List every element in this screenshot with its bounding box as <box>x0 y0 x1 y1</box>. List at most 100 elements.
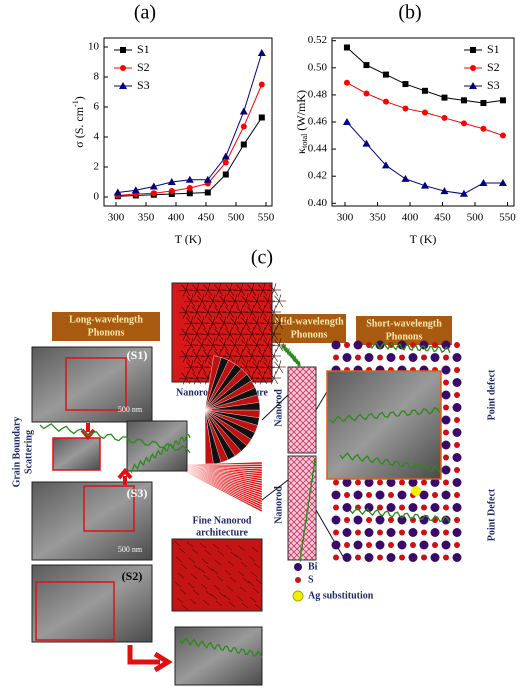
rod <box>182 377 187 385</box>
atom <box>443 504 449 511</box>
rod <box>275 300 280 308</box>
rod <box>174 581 182 588</box>
rod <box>206 300 214 303</box>
rod <box>251 349 255 357</box>
rod <box>254 603 262 610</box>
marker <box>150 190 157 197</box>
atom <box>388 492 394 498</box>
rod <box>253 344 258 352</box>
marker <box>402 81 409 88</box>
rod <box>269 350 275 357</box>
y-axis-label-part: ) <box>72 96 86 100</box>
atom <box>344 342 350 348</box>
marker <box>120 65 126 71</box>
rod <box>258 328 264 335</box>
rod <box>230 295 236 302</box>
rod <box>201 338 205 346</box>
atom <box>443 454 449 461</box>
rod <box>201 316 205 324</box>
rod <box>201 355 209 358</box>
atom <box>386 503 396 512</box>
rod <box>179 588 187 595</box>
rod <box>241 361 247 368</box>
marker <box>441 94 448 101</box>
rod <box>240 355 246 363</box>
atom <box>419 490 429 500</box>
rod <box>227 560 235 567</box>
rod <box>229 355 235 363</box>
atom <box>342 353 352 362</box>
rod <box>240 561 248 568</box>
atom <box>452 453 462 462</box>
rod <box>267 360 271 368</box>
rod <box>187 582 195 589</box>
rod <box>248 355 253 363</box>
rod <box>185 311 191 319</box>
marker <box>499 132 506 139</box>
marker <box>240 123 247 130</box>
wave <box>281 343 301 368</box>
atom <box>408 503 418 512</box>
rod <box>212 543 220 550</box>
arrow <box>127 645 173 673</box>
connector <box>261 389 346 561</box>
rod <box>201 558 209 565</box>
rod <box>229 305 233 313</box>
rod <box>209 344 214 352</box>
rod <box>250 322 258 325</box>
x-tick-label: 500 <box>228 212 245 224</box>
wave <box>339 452 441 474</box>
atom <box>355 529 361 536</box>
rod <box>245 366 251 374</box>
rod <box>212 311 220 314</box>
rod <box>253 322 258 330</box>
rod <box>220 344 225 352</box>
sem-image <box>174 626 263 686</box>
rod <box>190 300 196 308</box>
rod <box>225 328 231 335</box>
rod <box>237 570 245 577</box>
rod <box>209 322 214 330</box>
x-tick-label: 550 <box>499 212 516 224</box>
rod <box>241 295 247 302</box>
rod <box>207 283 211 291</box>
y-tick-label: 4 <box>94 131 100 143</box>
highlight-box <box>65 357 127 411</box>
legend-dot <box>294 563 302 571</box>
rod <box>207 349 211 357</box>
rod <box>190 377 198 380</box>
atom <box>454 392 460 398</box>
legend-label: S1 <box>137 42 150 56</box>
marker <box>131 186 140 194</box>
x-tick-label: 450 <box>434 212 451 224</box>
atom <box>344 542 350 548</box>
band-label: Phonons <box>88 327 125 338</box>
atom <box>353 540 363 550</box>
rod <box>224 569 232 576</box>
rod <box>206 565 214 572</box>
rod <box>270 333 275 341</box>
marker <box>257 49 266 56</box>
rod <box>190 289 198 292</box>
rod <box>278 322 284 330</box>
rod <box>225 284 231 291</box>
rod <box>267 294 271 302</box>
marker <box>149 182 158 190</box>
rod <box>234 294 238 302</box>
rod <box>242 577 250 584</box>
rod <box>203 372 209 379</box>
marker <box>499 97 506 104</box>
atom <box>430 503 440 512</box>
marker <box>120 47 126 53</box>
rod <box>261 322 269 325</box>
rod <box>256 377 264 380</box>
rod <box>240 327 244 335</box>
rod <box>179 289 187 292</box>
rod <box>223 355 231 358</box>
rod <box>184 366 192 369</box>
rod <box>258 350 264 357</box>
rod <box>198 344 203 352</box>
rod <box>237 289 242 297</box>
atom <box>421 479 427 486</box>
rod <box>201 377 209 380</box>
